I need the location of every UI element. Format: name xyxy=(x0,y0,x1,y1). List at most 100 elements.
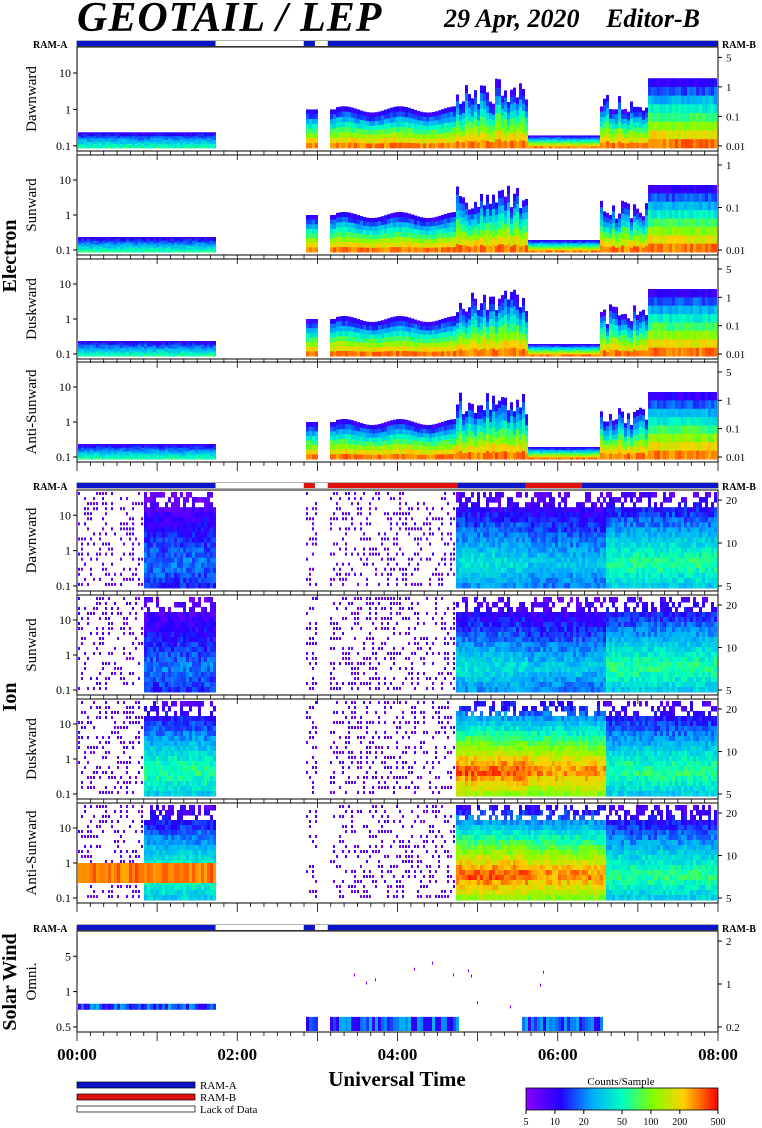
ram-segment xyxy=(581,483,718,488)
group-label: Electron xyxy=(0,220,21,293)
left-tick-label: 0.1 xyxy=(56,450,71,464)
left-tick-label: 10 xyxy=(59,380,71,394)
right-tick-label: 0.1 xyxy=(726,424,740,436)
colorbar: Counts/Sample 5 10 20 50 100 200 500 xyxy=(524,1076,726,1128)
panel-1-4: Dawnward 10 1 0.1 20 10 5 xyxy=(24,489,738,593)
page-subtitle: 29 Apr, 2020 Editor-B xyxy=(444,4,720,34)
ram-b-label: RAM-B xyxy=(722,924,756,935)
right-tick-label: 10 xyxy=(726,747,738,759)
ram-bars: RAM-A RAM-B RAM-A RAM-B RAM-A RAM-B xyxy=(33,40,756,935)
ram-segment xyxy=(77,483,216,488)
left-tick-label: 10 xyxy=(59,508,71,522)
left-tick-label: 10 xyxy=(59,173,71,187)
ram-segment xyxy=(327,41,718,46)
panel-label: Dawnward xyxy=(24,507,40,573)
panel-label: Duskward xyxy=(24,278,40,340)
left-tick-label: 0.5 xyxy=(56,1020,71,1034)
right-tick-label: 2 xyxy=(726,936,732,948)
group-label: Solar Wind xyxy=(0,933,21,1030)
right-tick-label: 5 xyxy=(726,789,732,801)
right-tick-label: 5 xyxy=(726,581,732,593)
right-tick-label: 5 xyxy=(726,264,732,276)
ram-segment xyxy=(303,483,315,488)
ram-bar-electron: RAM-A RAM-B xyxy=(33,40,756,51)
right-tick-label: 0.2 xyxy=(726,1022,740,1034)
panel-label: Sunward xyxy=(24,618,40,672)
legend-swatch xyxy=(76,1105,196,1113)
left-tick-label: 0.1 xyxy=(56,683,71,697)
ram-segment xyxy=(77,925,216,930)
ram-segment xyxy=(314,925,328,930)
time-axis: Universal Time 00:00 02:00 04:00 06:00 08:00 xyxy=(57,151,738,1091)
x-tick-label: 02:00 xyxy=(217,1045,257,1064)
left-tick-label: 0.1 xyxy=(56,347,71,361)
ram-bar-solar_wind: RAM-A RAM-B xyxy=(33,924,756,935)
right-tick-label: 20 xyxy=(726,495,738,507)
legend-label: RAM-B xyxy=(200,1092,236,1104)
left-tick-label: 1 xyxy=(65,985,71,999)
ram-a-label: RAM-A xyxy=(33,924,68,935)
date-label: 29 Apr, 2020 xyxy=(444,4,580,33)
right-tick-label: 1 xyxy=(726,395,732,407)
panel-label: Anti-Sunward xyxy=(24,369,40,454)
left-tick-label: 0.1 xyxy=(56,891,71,905)
right-tick-label: 5 xyxy=(726,893,732,905)
left-tick-label: 0.1 xyxy=(56,139,71,153)
right-tick-label: 5 xyxy=(726,685,732,697)
panel-label: Anti-Sunward xyxy=(24,810,40,895)
ram-segment xyxy=(215,483,304,488)
left-tick-label: 5 xyxy=(65,949,71,963)
panel-frame xyxy=(76,930,719,1033)
right-tick-label: 10 xyxy=(726,851,738,863)
left-tick-label: 10 xyxy=(59,821,71,835)
left-tick-label: 0.1 xyxy=(56,787,71,801)
left-tick-label: 1 xyxy=(65,208,71,222)
panel-1-5: Sunward 10 1 0.1 20 10 5 xyxy=(24,594,738,697)
ram-segment xyxy=(314,41,328,46)
colorbar-tick-label: 50 xyxy=(617,1117,627,1128)
colorbar-tick-label: 200 xyxy=(672,1117,687,1128)
legend-label: RAM-A xyxy=(200,1080,237,1092)
right-tick-label: 1 xyxy=(726,160,732,172)
colorbar-title: Counts/Sample xyxy=(587,1076,654,1088)
panel-label: Sunward xyxy=(24,178,40,232)
ram-a-label: RAM-A xyxy=(33,40,68,51)
left-tick-label: 1 xyxy=(65,415,71,429)
right-tick-label: 0.1 xyxy=(726,321,740,333)
ram-segment xyxy=(525,483,582,488)
page-title: GEOTAIL / LEP xyxy=(77,0,383,41)
panel-label: Duskward xyxy=(24,718,40,780)
colorbar-gradient xyxy=(525,1087,719,1111)
panel-0-3: Anti-Sunward 10 1 0.1 5 1 0.1 0.01 xyxy=(24,361,745,464)
legend-swatch xyxy=(76,1081,196,1089)
panel-0-2: Duskward 10 1 0.1 5 1 0.1 0.01 xyxy=(24,258,745,361)
right-tick-label: 10 xyxy=(726,538,738,550)
left-tick-label: 10 xyxy=(59,66,71,80)
ram-segment xyxy=(303,41,315,46)
right-tick-label: 0.01 xyxy=(726,349,745,361)
right-tick-label: 0.1 xyxy=(726,111,740,123)
left-tick-label: 0.1 xyxy=(56,243,71,257)
panel-2-8: Omni. 5 1 0.5 2 1 0.2 xyxy=(24,930,740,1034)
left-tick-label: 10 xyxy=(59,613,71,627)
group-label: Ion xyxy=(0,683,21,712)
right-tick-label: 5 xyxy=(726,52,732,64)
right-tick-label: 0.01 xyxy=(726,141,745,153)
x-tick-label: 08:00 xyxy=(698,1045,738,1064)
panel-label: Dawnward xyxy=(24,66,40,132)
ram-segment xyxy=(215,41,304,46)
right-tick-label: 20 xyxy=(726,704,738,716)
right-tick-label: 0.01 xyxy=(726,452,745,464)
right-tick-label: 0.1 xyxy=(726,203,740,215)
ram-segment xyxy=(314,483,328,488)
right-tick-label: 1 xyxy=(726,979,732,991)
x-tick-label: 06:00 xyxy=(538,1045,578,1064)
ram-b-label: RAM-B xyxy=(722,482,756,493)
panel-0-1: Sunward 10 1 0.1 1 0.1 0.01 xyxy=(24,154,745,257)
panel-1-7: Anti-Sunward 10 1 0.1 20 10 5 xyxy=(24,802,738,905)
left-tick-label: 1 xyxy=(65,312,71,326)
left-tick-label: 10 xyxy=(59,717,71,731)
legend-label: Lack of Data xyxy=(200,1104,258,1116)
ram-segment xyxy=(327,925,718,930)
x-tick-label: 04:00 xyxy=(378,1045,418,1064)
